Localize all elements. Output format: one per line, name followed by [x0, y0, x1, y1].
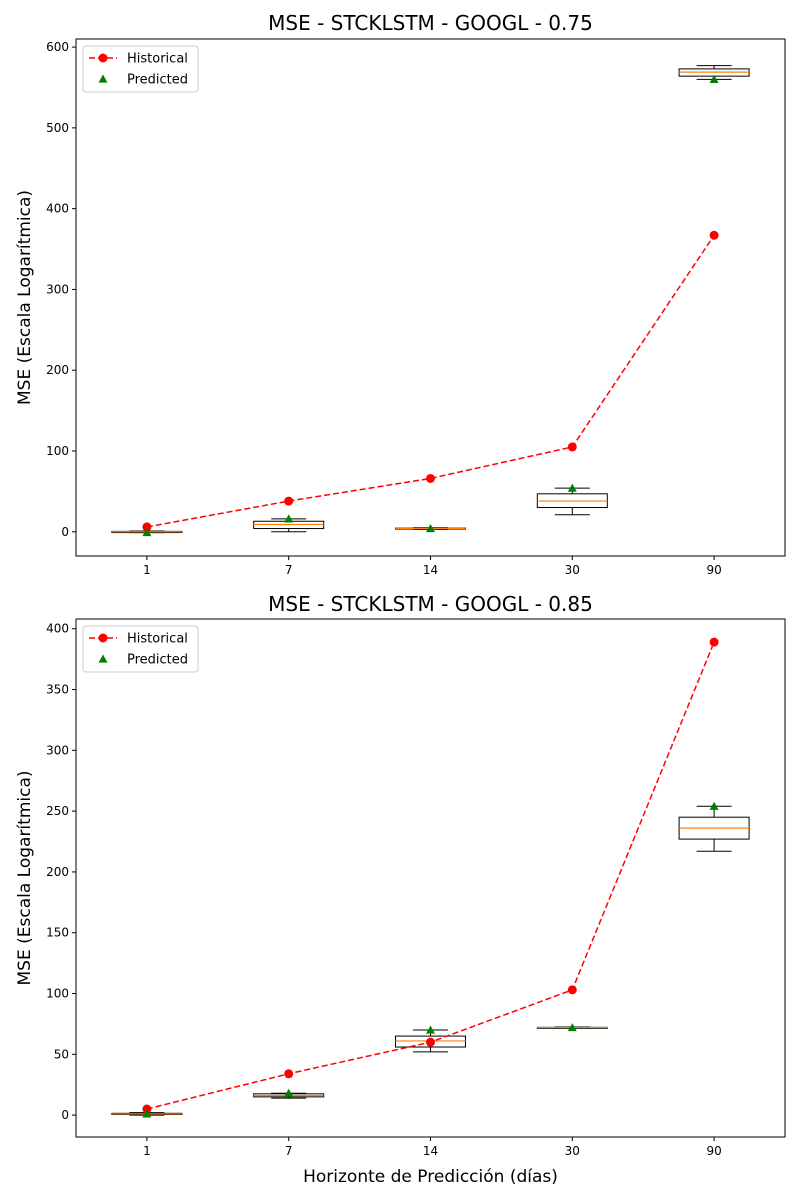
- predicted-point-1: [142, 528, 152, 537]
- legend-predicted-marker: [98, 654, 108, 663]
- x-tick-label: 7: [285, 1144, 293, 1158]
- historical-point-1: [142, 522, 152, 532]
- y-tick-label: 300: [46, 282, 69, 296]
- legend-historical-marker: [98, 53, 108, 63]
- y-tick-label: 150: [46, 926, 69, 940]
- chart-panel-2: MSE - STCKLSTM - GOOGL - 0.85 MSE (Escala…: [15, 592, 786, 1187]
- historical-point-30: [567, 985, 577, 995]
- predicted-point-30: [567, 483, 577, 492]
- y-tick-label: 0: [61, 1108, 69, 1122]
- legend-predicted-marker: [98, 74, 108, 83]
- y-tick-label: 300: [46, 743, 69, 757]
- y-tick-label: 350: [46, 683, 69, 697]
- legend-historical-marker: [98, 633, 108, 643]
- x-tick-label: 14: [423, 1144, 438, 1158]
- historical-point-7: [284, 1069, 294, 1079]
- box-body: [395, 1035, 466, 1048]
- chart-title: MSE - STCKLSTM - GOOGL - 0.85: [268, 592, 593, 616]
- historical-point-1: [142, 1104, 152, 1114]
- predicted-point-90: [709, 801, 719, 810]
- predicted-point-7: [284, 1088, 294, 1097]
- y-tick-label: 100: [46, 444, 69, 458]
- y-tick-label: 200: [46, 865, 69, 879]
- y-tick-label: 400: [46, 622, 69, 636]
- y-tick-label: 200: [46, 363, 69, 377]
- x-tick-label: 90: [706, 563, 721, 577]
- plot-frame: [75, 38, 786, 557]
- y-tick-label: 250: [46, 804, 69, 818]
- historical-point-30: [567, 442, 577, 452]
- x-tick-label: 30: [565, 563, 580, 577]
- x-tick-label: 14: [423, 563, 438, 577]
- y-axis-label: MSE (Escala Logarítmica): [15, 190, 35, 405]
- legend: Historical Predicted: [82, 625, 199, 673]
- legend-historical-label: Historical: [127, 52, 188, 67]
- y-tick-label: 100: [46, 987, 69, 1001]
- legend-predicted-label: Predicted: [127, 73, 188, 88]
- y-tick-label: 0: [61, 525, 69, 539]
- predicted-point-1: [142, 1109, 152, 1118]
- legend: Historical Predicted: [82, 45, 199, 93]
- historical-series-line: [146, 234, 715, 528]
- chart-title: MSE - STCKLSTM - GOOGL - 0.75: [268, 11, 593, 35]
- predicted-point-90: [709, 74, 719, 83]
- historical-point-90: [709, 637, 719, 647]
- legend-historical-label: Historical: [127, 632, 188, 647]
- y-tick-label: 600: [46, 40, 69, 54]
- x-tick-label: 1: [143, 563, 151, 577]
- x-tick-label: 30: [565, 1144, 580, 1158]
- y-tick-label: 400: [46, 202, 69, 216]
- y-tick-label: 50: [54, 1047, 69, 1061]
- chart-panel-1: MSE - STCKLSTM - GOOGL - 0.75 MSE (Escala…: [15, 11, 786, 577]
- box-90: [678, 805, 750, 852]
- predicted-point-30: [567, 1023, 577, 1032]
- y-axis-label: MSE (Escala Logarítmica): [15, 771, 35, 986]
- historical-point-7: [284, 496, 294, 506]
- legend-predicted-label: Predicted: [127, 653, 188, 668]
- plot-frame: [75, 618, 786, 1138]
- y-tick-label: 500: [46, 121, 69, 135]
- box-30: [536, 487, 608, 516]
- historical-point-14: [426, 473, 435, 483]
- x-tick-label: 90: [706, 1144, 721, 1158]
- historical-point-14: [426, 1037, 435, 1047]
- x-tick-label: 1: [143, 1144, 151, 1158]
- historical-point-90: [709, 230, 719, 240]
- predicted-point-7: [284, 514, 294, 523]
- predicted-point-14: [426, 524, 435, 533]
- x-tick-label: 7: [285, 563, 293, 577]
- predicted-point-14: [426, 1025, 435, 1034]
- x-axis-label: Horizonte de Predicción (días): [303, 1167, 558, 1187]
